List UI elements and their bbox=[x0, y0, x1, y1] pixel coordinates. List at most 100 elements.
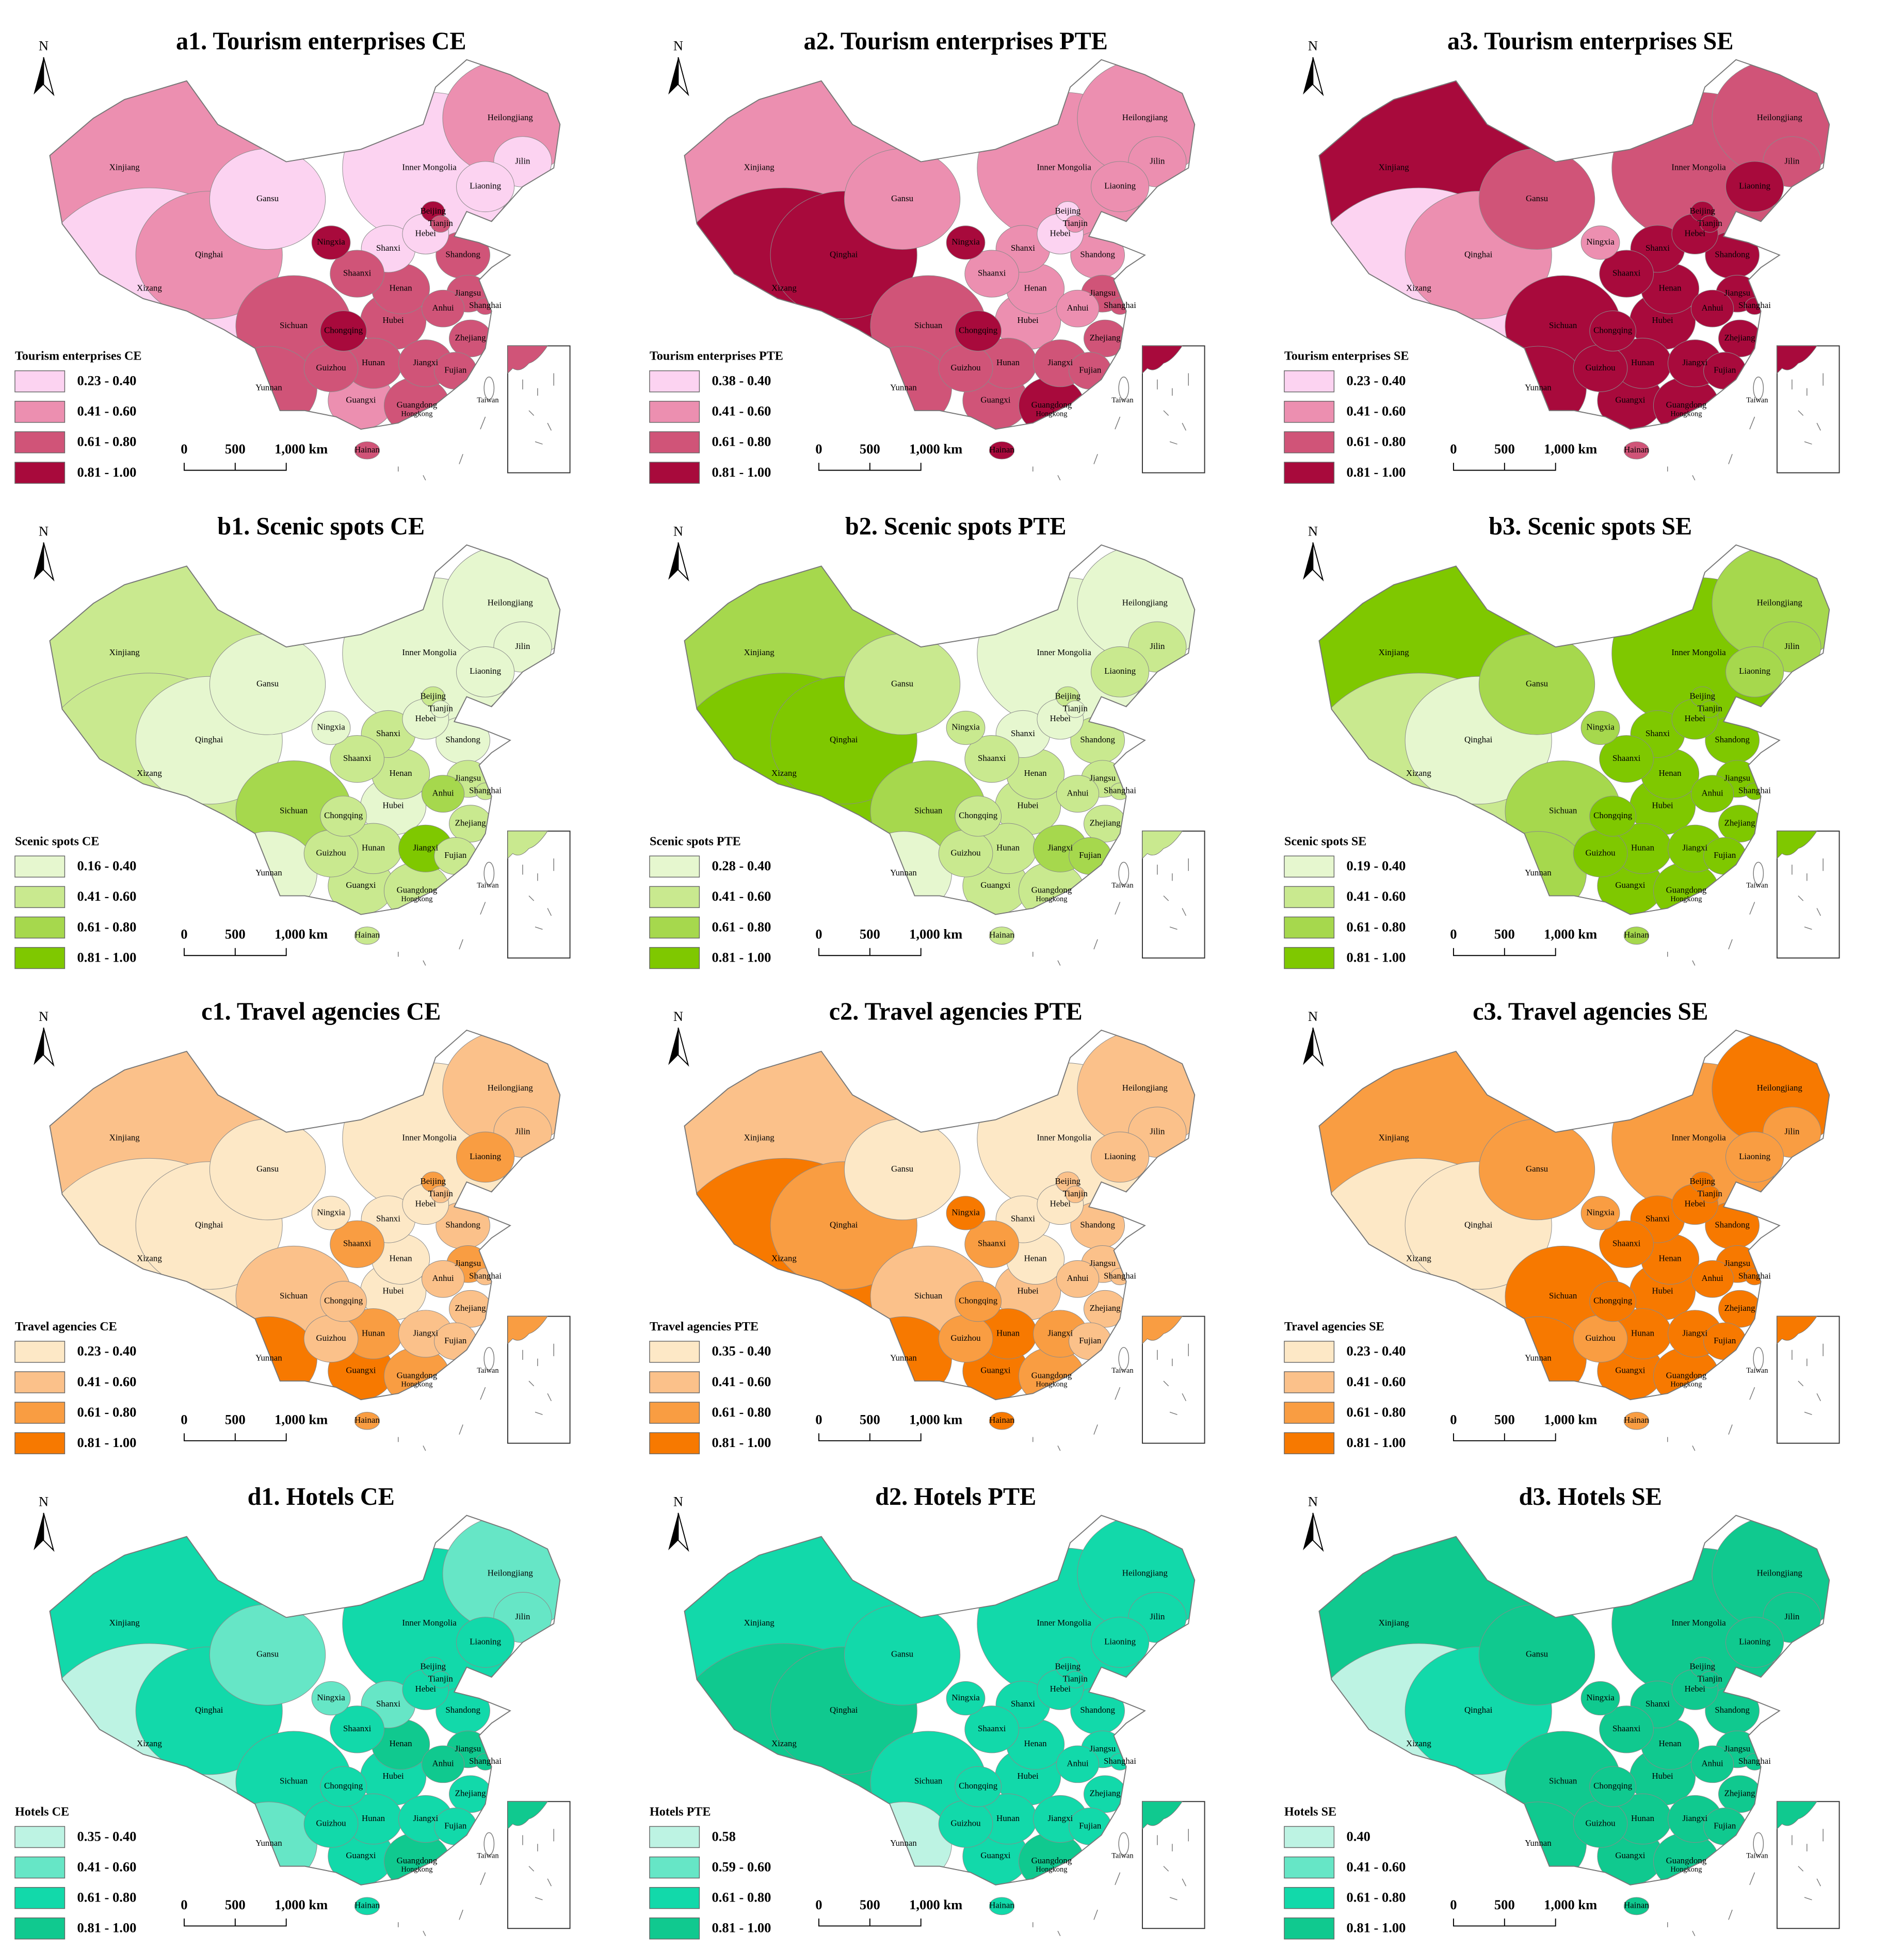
province-label: Beijing bbox=[420, 206, 446, 216]
province-label: Chongqing bbox=[959, 810, 998, 820]
legend-swatch bbox=[649, 855, 700, 878]
legend-title: Hotels SE bbox=[1284, 1805, 1336, 1818]
province-label: Liaoning bbox=[1739, 181, 1770, 191]
province-label: Jiangxi bbox=[1047, 1813, 1073, 1823]
legend-label: 0.41 - 0.60 bbox=[77, 1374, 137, 1389]
province-label: Henan bbox=[390, 1254, 413, 1263]
province-label: Fujian bbox=[1079, 365, 1102, 375]
legend-label: 0.19 - 0.40 bbox=[1347, 858, 1406, 873]
province-label: Hunan bbox=[1631, 843, 1655, 853]
province-label: Inner Mongolia bbox=[1037, 647, 1091, 657]
province-label: Liaoning bbox=[1739, 1636, 1770, 1646]
island bbox=[1118, 377, 1130, 400]
province-label: Heilongjiang bbox=[1757, 1568, 1803, 1578]
province-label: Guangxi bbox=[980, 1366, 1010, 1375]
province-label: Qinghai bbox=[830, 249, 858, 259]
scale-label: 500 bbox=[860, 441, 880, 457]
province-label: Heilongjiang bbox=[488, 112, 534, 122]
legend-label: 0.23 - 0.40 bbox=[77, 373, 137, 388]
legend-swatch bbox=[1284, 370, 1335, 393]
provinces bbox=[1319, 1515, 1830, 1885]
north-label: N bbox=[1308, 523, 1318, 539]
province-label: Jiangsu bbox=[455, 773, 481, 783]
map-title: b3. Scenic spots SE bbox=[1489, 513, 1692, 540]
province-label: Zhejiang bbox=[455, 333, 487, 343]
sea-boundary bbox=[1667, 902, 1755, 966]
scale-label: 500 bbox=[225, 1411, 246, 1427]
province-label: Ningxia bbox=[317, 1207, 345, 1217]
province-label: Tianjin bbox=[1698, 1189, 1723, 1198]
province-label: Sichuan bbox=[1549, 1776, 1577, 1786]
scale-label: 500 bbox=[225, 441, 246, 457]
province-label: Fujian bbox=[1079, 1336, 1102, 1345]
province-label: Jiangxi bbox=[1047, 843, 1073, 853]
legend-label: 0.81 - 1.00 bbox=[77, 1435, 137, 1450]
province-label: Henan bbox=[390, 768, 413, 778]
legend-label: 0.41 - 0.60 bbox=[712, 403, 771, 419]
province bbox=[946, 1196, 986, 1230]
province-label: Guangxi bbox=[980, 395, 1010, 404]
province-label: Zhejiang bbox=[1724, 1303, 1756, 1313]
province bbox=[330, 1705, 384, 1753]
province bbox=[354, 441, 380, 460]
province-label: Shaanxi bbox=[1612, 268, 1641, 278]
province bbox=[1623, 441, 1650, 460]
province bbox=[955, 795, 1002, 837]
province-label: Jiangxi bbox=[413, 358, 438, 367]
province-label: Heilongjiang bbox=[488, 598, 534, 608]
island bbox=[483, 1832, 495, 1856]
legend-label: 0.40 bbox=[1347, 1828, 1370, 1844]
sea-boundary bbox=[1032, 1872, 1121, 1937]
province-label: Shanxi bbox=[376, 1213, 400, 1223]
legend-swatch bbox=[1284, 1371, 1335, 1393]
legend-label: 0.81 - 1.00 bbox=[712, 949, 771, 965]
province-label: Jilin bbox=[1784, 641, 1800, 651]
province-label: Tianjin bbox=[1698, 218, 1723, 228]
north-label: N bbox=[1308, 1009, 1318, 1024]
legend-swatch bbox=[14, 947, 66, 969]
province-label: Jiangxi bbox=[1682, 843, 1707, 853]
country-outline bbox=[49, 1515, 561, 1886]
province bbox=[1623, 1411, 1650, 1430]
province-label: Henan bbox=[1659, 283, 1682, 293]
province-label: Hubei bbox=[1652, 1286, 1673, 1295]
province-label: Hubei bbox=[1017, 1286, 1039, 1295]
province-label: Guangdong bbox=[1666, 400, 1707, 410]
map-title: c2. Travel agencies PTE bbox=[829, 998, 1083, 1026]
province bbox=[1725, 1131, 1784, 1183]
scale-label: 0 bbox=[815, 441, 822, 457]
province-label: Shanghai bbox=[1738, 1271, 1771, 1280]
province bbox=[1725, 161, 1784, 213]
north-arrow bbox=[43, 1027, 55, 1067]
legend-swatch bbox=[14, 1918, 66, 1940]
province-label: Hubei bbox=[382, 315, 404, 325]
province-label: Shandong bbox=[1080, 1705, 1115, 1715]
legend-label: 0.61 - 0.80 bbox=[712, 1889, 771, 1905]
province-label: Hubei bbox=[382, 801, 404, 810]
legend-swatch bbox=[649, 1826, 700, 1848]
province-label: Jiangsu bbox=[1090, 773, 1116, 783]
province-label: Heilongjiang bbox=[1757, 1083, 1803, 1093]
place-label: Taiwan bbox=[1746, 882, 1768, 890]
province-label: Hainan bbox=[1624, 1900, 1649, 1910]
map-panel: c1. Travel agencies CE N Xinjiang Xizang Qin… bbox=[14, 998, 571, 1454]
map-panel: a2. Tourism enterprises PTE N Xinjiang Xiza… bbox=[649, 27, 1205, 484]
province-label: Jiangsu bbox=[455, 1258, 481, 1268]
island bbox=[483, 377, 495, 400]
north-arrow bbox=[1312, 57, 1324, 96]
province-label: Fujian bbox=[1714, 850, 1736, 860]
province-label: Hebei bbox=[1050, 1684, 1071, 1694]
legend-swatch bbox=[649, 1341, 700, 1363]
province bbox=[1056, 289, 1100, 328]
scale-label: 500 bbox=[1494, 1411, 1515, 1427]
province-label: Jilin bbox=[1150, 1612, 1165, 1621]
north-label: N bbox=[673, 38, 683, 54]
province-label: Fujian bbox=[1714, 1821, 1736, 1830]
province-label: Sichuan bbox=[914, 320, 943, 330]
province-label: Yunnan bbox=[255, 868, 282, 878]
province-label: Chongqing bbox=[324, 810, 363, 820]
place-label: Hongkong bbox=[401, 895, 432, 903]
province-label: Hunan bbox=[1631, 1813, 1655, 1823]
place-label: Taiwan bbox=[1111, 396, 1134, 404]
sea-boundary bbox=[1667, 1387, 1755, 1451]
